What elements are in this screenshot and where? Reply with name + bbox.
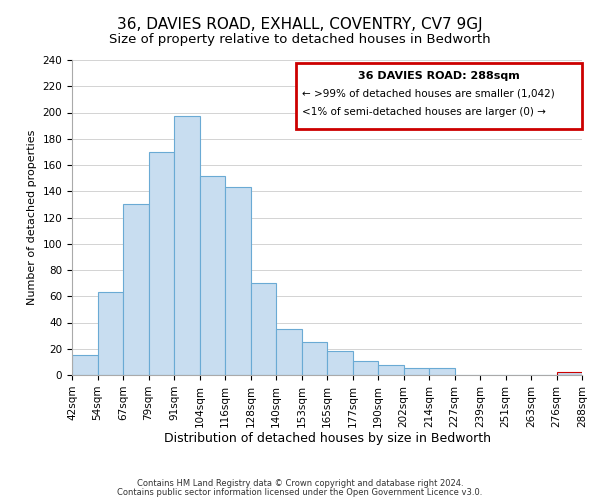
Bar	[378, 364, 404, 375]
Bar	[149, 152, 174, 375]
Text: Contains HM Land Registry data © Crown copyright and database right 2024.: Contains HM Land Registry data © Crown c…	[137, 479, 463, 488]
Text: Size of property relative to detached houses in Bedworth: Size of property relative to detached ho…	[109, 32, 491, 46]
Bar	[302, 342, 327, 375]
Bar	[174, 116, 199, 375]
FancyBboxPatch shape	[296, 63, 582, 130]
Bar	[72, 356, 97, 375]
Bar	[225, 188, 251, 375]
Bar	[404, 368, 429, 375]
Text: 36, DAVIES ROAD, EXHALL, COVENTRY, CV7 9GJ: 36, DAVIES ROAD, EXHALL, COVENTRY, CV7 9…	[117, 18, 483, 32]
Y-axis label: Number of detached properties: Number of detached properties	[27, 130, 37, 305]
Bar	[97, 292, 123, 375]
Text: <1% of semi-detached houses are larger (0) →: <1% of semi-detached houses are larger (…	[302, 108, 545, 117]
Bar	[557, 372, 582, 375]
Bar	[276, 329, 302, 375]
Bar	[353, 360, 378, 375]
Bar	[251, 283, 276, 375]
Text: Contains public sector information licensed under the Open Government Licence v3: Contains public sector information licen…	[118, 488, 482, 497]
Text: 36 DAVIES ROAD: 288sqm: 36 DAVIES ROAD: 288sqm	[358, 71, 520, 81]
Bar	[327, 352, 353, 375]
Text: ← >99% of detached houses are smaller (1,042): ← >99% of detached houses are smaller (1…	[302, 89, 554, 99]
Bar	[123, 204, 149, 375]
Bar	[429, 368, 455, 375]
X-axis label: Distribution of detached houses by size in Bedworth: Distribution of detached houses by size …	[163, 432, 491, 446]
Bar	[199, 176, 225, 375]
